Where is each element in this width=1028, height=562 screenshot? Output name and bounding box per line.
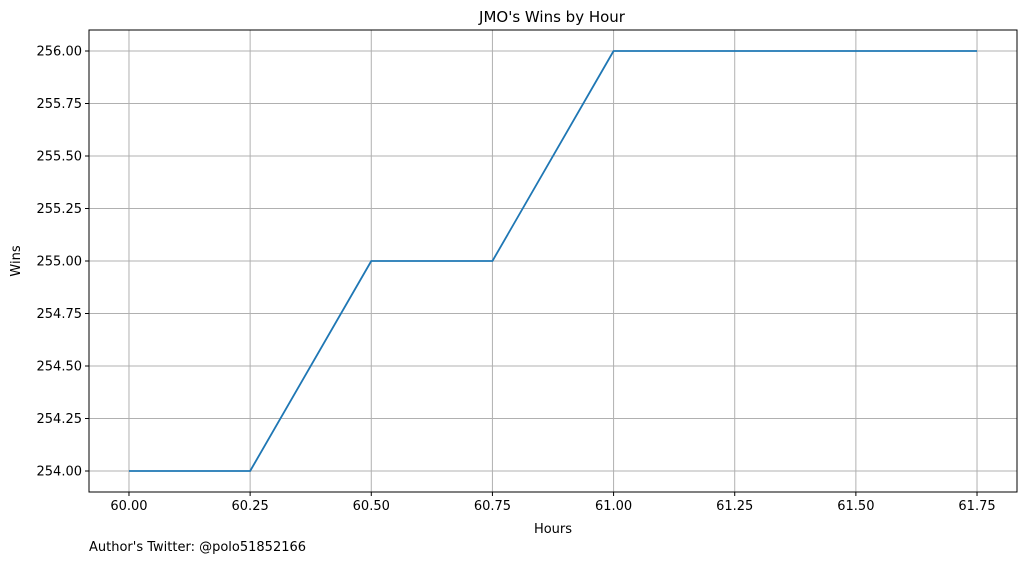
y-tick-label: 255.00	[37, 255, 83, 270]
series-line-0	[128, 50, 978, 472]
chart-title: JMO's Wins by Hour	[478, 8, 626, 26]
y-tick-label: 254.75	[37, 307, 83, 322]
axis-ticks: 60.00 60.25 60.50 60.75 61.00 61.25 61.50 61.75…	[37, 45, 996, 515]
x-tick-label: 61.50	[837, 499, 874, 514]
x-tick-label: 60.75	[474, 499, 511, 514]
series-layer	[128, 50, 978, 472]
author-footnote: Author's Twitter: @polo51852166	[89, 540, 306, 555]
y-tick-label: 256.00	[37, 45, 83, 60]
y-tick-label: 254.25	[37, 412, 83, 427]
x-tick-label: 61.00	[595, 499, 632, 514]
x-tick-label: 61.25	[716, 499, 753, 514]
y-tick-label: 254.00	[37, 465, 83, 480]
grid	[89, 30, 1017, 492]
x-tick-label: 60.25	[232, 499, 269, 514]
x-tick-label: 60.50	[353, 499, 390, 514]
y-tick-label: 254.50	[37, 360, 83, 375]
x-tick-label: 60.00	[110, 499, 147, 514]
y-axis-label: Wins	[9, 245, 24, 276]
x-axis-label: Hours	[534, 522, 572, 537]
y-tick-label: 255.75	[37, 97, 83, 112]
y-tick-label: 255.25	[37, 202, 83, 217]
y-tick-label: 255.50	[37, 150, 83, 165]
x-tick-label: 61.75	[958, 499, 995, 514]
